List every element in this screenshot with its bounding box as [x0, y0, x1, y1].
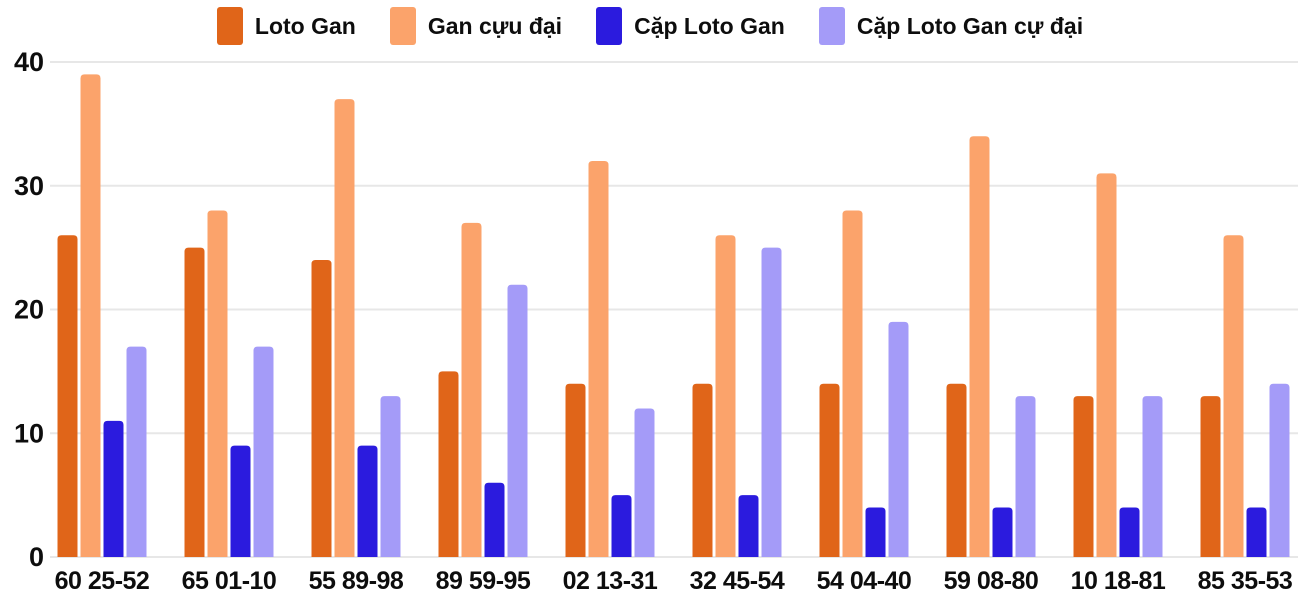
bar-series0-cat7[interactable] [946, 383, 967, 557]
x-axis-label-9: 85 35-53 [1198, 567, 1293, 595]
bar-series2-cat6[interactable] [865, 507, 886, 558]
bar-series0-cat8[interactable] [1073, 396, 1094, 557]
legend-item-loto-gan[interactable]: Loto Gan [216, 7, 356, 45]
bar-series3-cat3[interactable] [507, 284, 528, 557]
y-axis-tick-20: 20 [14, 295, 44, 325]
x-axis-label-2: 55 89-98 [309, 567, 404, 595]
bar-series2-cat4[interactable] [611, 495, 632, 557]
bar-series2-cat2[interactable] [357, 445, 378, 557]
bar-series3-cat1[interactable] [253, 346, 274, 557]
legend-swatch-cap-loto-gan-cu-dai [818, 7, 845, 45]
bar-series0-cat5[interactable] [692, 383, 713, 557]
bar-series1-cat0[interactable] [80, 74, 101, 557]
bar-series2-cat7[interactable] [992, 507, 1013, 558]
bar-series2-cat8[interactable] [1119, 507, 1140, 558]
legend-swatch-loto-gan [216, 7, 243, 45]
legend-swatch-cap-loto-gan [596, 7, 623, 45]
bar-series1-cat7[interactable] [969, 136, 990, 557]
bar-series0-cat4[interactable] [565, 383, 586, 557]
bar-series2-cat9[interactable] [1246, 507, 1267, 558]
bar-series2-cat3[interactable] [484, 482, 505, 557]
bar-series3-cat8[interactable] [1142, 396, 1163, 557]
legend-item-cap-loto-gan-cu-dai[interactable]: Cặp Loto Gan cự đại [818, 7, 1084, 45]
legend-swatch-gan-cuu-dai [389, 7, 416, 45]
x-axis-label-8: 10 18-81 [1071, 567, 1166, 595]
bar-series1-cat4[interactable] [588, 161, 609, 557]
chart-legend: Loto Gan Gan cựu đại Cặp Loto Gan Cặp Lo… [0, 7, 1300, 45]
bar-series2-cat5[interactable] [738, 495, 759, 557]
bar-series3-cat9[interactable] [1269, 383, 1290, 557]
bar-series1-cat3[interactable] [461, 222, 482, 557]
legend-label-cap-loto-gan-cu-dai: Cặp Loto Gan cự đại [856, 12, 1084, 39]
bar-series3-cat0[interactable] [126, 346, 147, 557]
y-axis-tick-0: 0 [29, 542, 44, 572]
bar-series1-cat1[interactable] [207, 210, 228, 558]
bar-series3-cat7[interactable] [1015, 396, 1036, 557]
bar-series0-cat3[interactable] [438, 371, 459, 557]
legend-label-loto-gan: Loto Gan [254, 12, 356, 39]
y-axis-tick-30: 30 [14, 171, 44, 201]
x-axis-label-7: 59 08-80 [944, 567, 1039, 595]
bar-series3-cat2[interactable] [380, 396, 401, 557]
bar-series0-cat0[interactable] [57, 235, 78, 557]
bar-series3-cat6[interactable] [888, 321, 909, 557]
x-axis-label-1: 65 01-10 [182, 567, 277, 595]
bar-series0-cat2[interactable] [311, 260, 332, 557]
bar-series3-cat5[interactable] [761, 247, 782, 557]
legend-label-gan-cuu-dai: Gan cựu đại [427, 12, 563, 39]
bar-series1-cat5[interactable] [715, 235, 736, 557]
bar-series2-cat1[interactable] [230, 445, 251, 557]
x-axis-label-5: 32 45-54 [690, 567, 785, 595]
x-axis-label-0: 60 25-52 [55, 567, 150, 595]
x-axis-label-3: 89 59-95 [436, 567, 531, 595]
legend-item-cap-loto-gan[interactable]: Cặp Loto Gan [596, 7, 785, 45]
bar-series1-cat6[interactable] [842, 210, 863, 558]
bar-series0-cat1[interactable] [184, 247, 205, 557]
legend-label-cap-loto-gan: Cặp Loto Gan [634, 12, 785, 39]
bar-series0-cat6[interactable] [819, 383, 840, 557]
bar-series0-cat9[interactable] [1200, 396, 1221, 557]
bar-series1-cat9[interactable] [1223, 235, 1244, 557]
x-axis-label-6: 54 04-40 [817, 567, 912, 595]
bar-series1-cat8[interactable] [1096, 173, 1117, 557]
bar-series2-cat0[interactable] [103, 420, 124, 557]
x-axis-label-4: 02 13-31 [563, 567, 658, 595]
y-axis-tick-40: 40 [14, 47, 44, 77]
bar-series3-cat4[interactable] [634, 408, 655, 558]
bar-series1-cat2[interactable] [334, 99, 355, 557]
y-axis-tick-10: 10 [14, 418, 44, 448]
legend-item-gan-cuu-dai[interactable]: Gan cựu đại [389, 7, 563, 45]
